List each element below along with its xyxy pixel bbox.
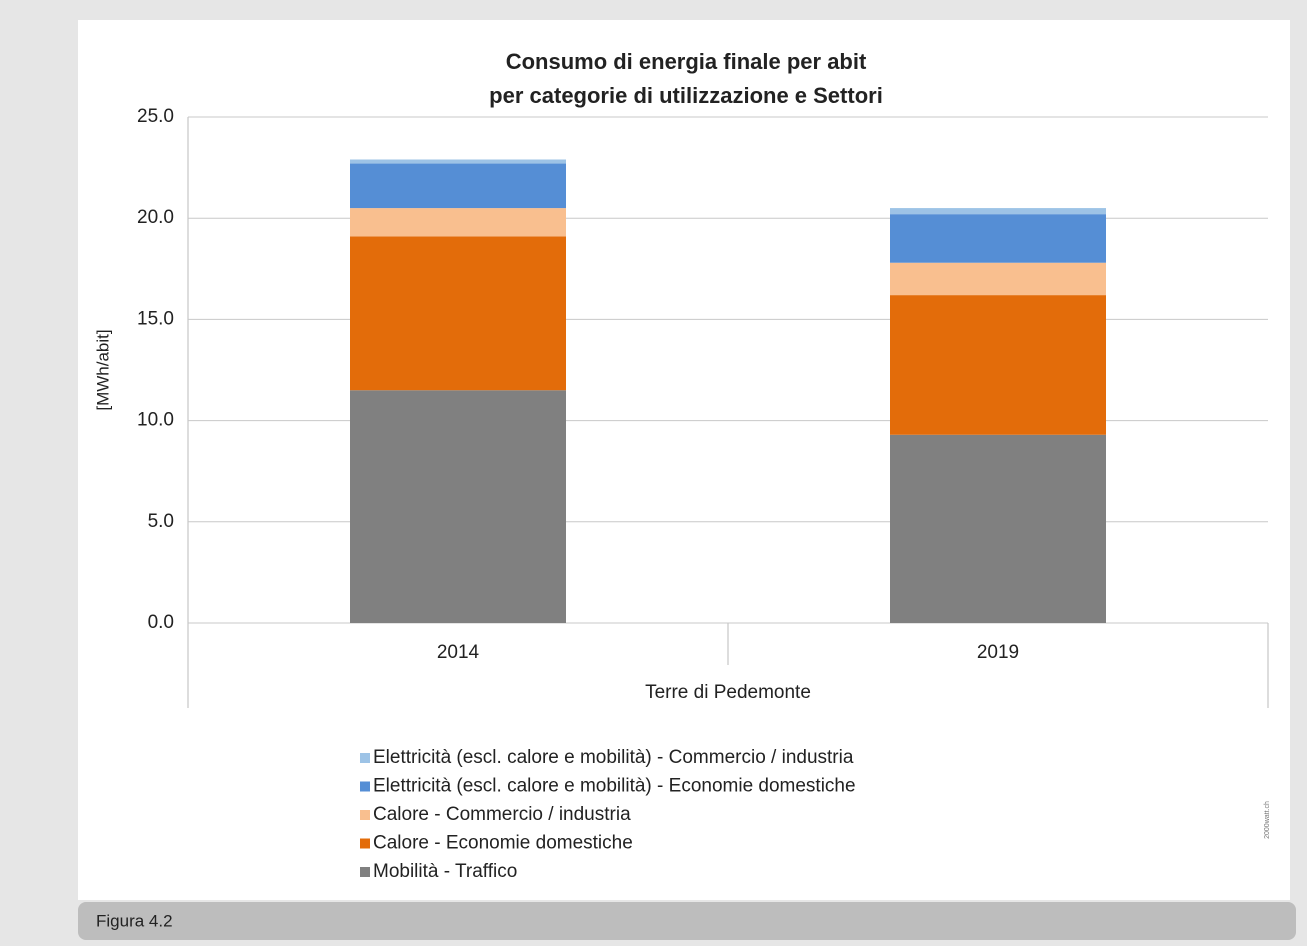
y-tick-label: 10.0 (137, 410, 174, 431)
bar-segment (350, 208, 566, 237)
y-axis-label: [MWh/abit] (93, 329, 112, 410)
bar-segment (350, 163, 566, 209)
x-tick-label: 2014 (437, 642, 480, 663)
bar-segment (890, 295, 1106, 435)
legend-label: Elettricità (escl. calore e mobilità) - … (373, 747, 854, 768)
legend-swatch (360, 781, 370, 792)
watermark: 2000watt.ch (1264, 801, 1271, 839)
x-tick-label: 2019 (977, 642, 1019, 663)
chart-title: Consumo di energia finale per abit (506, 49, 867, 74)
y-tick-label: 0.0 (148, 612, 174, 633)
legend-swatch (360, 838, 370, 849)
legend-label: Calore - Commercio / industria (373, 804, 631, 825)
bar-segment (890, 434, 1106, 623)
legend-label: Calore - Economie domestiche (373, 833, 633, 854)
bar-segment (350, 236, 566, 391)
x-axis-label: Terre di Pedemonte (645, 682, 811, 703)
y-tick-label: 5.0 (148, 511, 174, 532)
y-tick-label: 25.0 (137, 106, 174, 127)
y-tick-label: 15.0 (137, 308, 174, 329)
bar-segment (890, 262, 1106, 296)
legend-label: Mobilità - Traffico (373, 861, 517, 882)
legend-swatch (360, 867, 370, 877)
caption: Figura 4.2 (96, 911, 173, 930)
bar-segment (350, 390, 566, 623)
y-tick-label: 20.0 (137, 207, 174, 228)
legend-swatch (360, 810, 370, 820)
legend-label: Elettricità (escl. calore e mobilità) - … (373, 776, 856, 797)
legend-swatch (360, 753, 370, 763)
chart-title: per categorie di utilizzazione e Settori (489, 83, 883, 108)
bar-segment (890, 208, 1106, 215)
bar-segment (890, 214, 1106, 263)
caption-bar (78, 902, 1296, 940)
bar-segment (350, 159, 566, 164)
